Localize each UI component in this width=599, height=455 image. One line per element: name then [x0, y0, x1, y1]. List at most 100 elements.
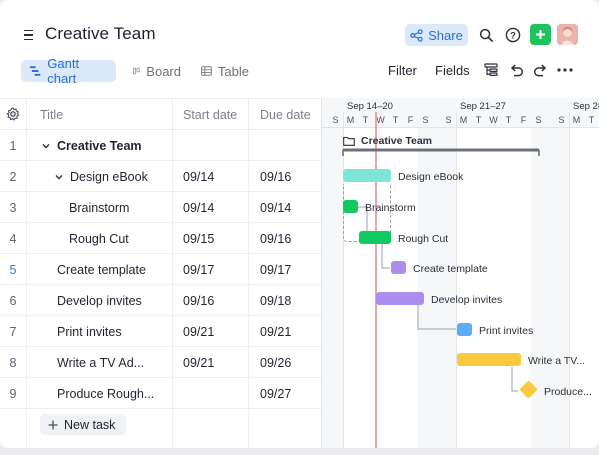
hierarchy-button[interactable]	[482, 61, 500, 79]
help-icon: ?	[505, 27, 521, 43]
table-row[interactable]: 6 Develop invites 09/16 09/18	[0, 285, 321, 316]
gantt-bar-design-ebook[interactable]	[343, 169, 391, 182]
new-task-button[interactable]: New task	[40, 414, 126, 435]
row-number: 6	[9, 294, 17, 308]
due-date-cell[interactable]: 09/18	[260, 294, 292, 308]
task-title[interactable]: Print invites	[57, 325, 122, 339]
table-row[interactable]: 4 Rough Cut 09/15 09/16	[0, 223, 321, 254]
table-row[interactable]: 8 Write a TV Ad... 09/21 09/26	[0, 347, 321, 378]
new-task-label: New task	[64, 417, 116, 432]
filter-button[interactable]: Filter	[388, 63, 417, 78]
day-label: W	[489, 115, 498, 125]
settings-button[interactable]	[6, 107, 21, 122]
gantt-bar-print-invites[interactable]	[457, 323, 472, 336]
table-row[interactable]: 2 Design eBook 09/14 09/16	[0, 161, 321, 192]
start-date-cell[interactable]: 09/14	[183, 201, 215, 215]
gantt-bar-rough-cut[interactable]	[359, 231, 391, 244]
due-date-cell[interactable]: 09/17	[260, 263, 292, 277]
task-title[interactable]: Rough Cut	[69, 232, 129, 246]
table-icon	[201, 66, 212, 76]
tab-gantt-chart[interactable]: Gantt chart	[21, 56, 116, 86]
redo-button[interactable]	[531, 61, 549, 79]
start-date-cell[interactable]: 09/16	[183, 294, 215, 308]
table-row[interactable]: 5 Create template 09/17 09/17	[0, 254, 321, 285]
add-button[interactable]	[530, 24, 551, 45]
column-header-due-date[interactable]: Due date	[260, 108, 311, 122]
task-grid: Title Start date Due date 1 Creative Tea…	[0, 98, 321, 448]
gantt-bar-create-template[interactable]	[391, 261, 406, 274]
start-date-cell[interactable]: 09/21	[183, 356, 215, 370]
row-number: 5	[9, 263, 17, 277]
column-header-start-date[interactable]: Start date	[183, 108, 238, 122]
fields-button[interactable]: Fields	[435, 63, 470, 78]
due-date-cell[interactable]: 09/26	[260, 356, 292, 370]
day-label: M	[346, 115, 355, 125]
redo-icon	[533, 63, 546, 76]
chevron-down-icon[interactable]	[55, 173, 63, 181]
day-label: M	[459, 115, 468, 125]
bar-label: Create template	[413, 263, 488, 275]
chevron-down-icon[interactable]	[42, 142, 50, 150]
group-bracket[interactable]	[342, 148, 540, 157]
gantt-bar-brainstorm[interactable]	[343, 200, 358, 213]
due-date-cell[interactable]: 09/14	[260, 201, 292, 215]
task-title[interactable]: Produce Rough...	[57, 387, 155, 401]
table-row[interactable]: 9 Produce Rough... 09/27	[0, 378, 321, 409]
due-date-cell[interactable]: 09/21	[260, 325, 292, 339]
gantt-bar-develop-invites[interactable]	[376, 292, 424, 305]
day-label: F	[407, 115, 414, 125]
menu-icon[interactable]	[18, 25, 38, 45]
day-label: S	[445, 115, 452, 125]
share-button[interactable]: Share	[405, 24, 468, 46]
row-number: 2	[9, 170, 17, 184]
hierarchy-icon	[483, 63, 498, 77]
plus-icon	[48, 420, 58, 429]
header: Creative Team Share ?	[0, 0, 599, 98]
gantt-bar-write-tv-ad[interactable]	[457, 353, 521, 366]
table-row[interactable]: 1 Creative Team	[0, 130, 321, 161]
row-number: 3	[9, 201, 17, 215]
day-label: T	[505, 115, 512, 125]
start-date-cell[interactable]: 09/17	[183, 263, 215, 277]
tab-gantt-chart-label: Gantt chart	[47, 56, 80, 86]
week-label: Sep 21–27	[460, 101, 506, 112]
row-number: 4	[9, 232, 17, 246]
page-title: Creative Team	[45, 24, 156, 43]
group-bar-label: Creative Team	[361, 135, 433, 147]
avatar[interactable]	[557, 24, 578, 45]
tab-board[interactable]: Board	[125, 60, 189, 82]
day-label: S	[535, 115, 542, 125]
due-date-cell[interactable]: 09/27	[260, 387, 292, 401]
help-button[interactable]: ?	[502, 24, 524, 46]
start-date-cell[interactable]: 09/21	[183, 325, 215, 339]
search-button[interactable]	[475, 24, 497, 46]
share-icon	[410, 28, 423, 42]
undo-button[interactable]	[507, 61, 525, 79]
row-number: 1	[9, 139, 17, 153]
day-label: M	[572, 115, 581, 125]
start-date-cell[interactable]: 09/15	[183, 232, 215, 246]
share-label: Share	[428, 27, 463, 43]
tab-table[interactable]: Table	[193, 60, 257, 82]
tab-table-label: Table	[217, 63, 249, 79]
task-title[interactable]: Create template	[57, 263, 146, 277]
due-date-cell[interactable]: 09/16	[260, 170, 292, 184]
task-title[interactable]: Develop invites	[57, 294, 142, 308]
task-title[interactable]: Creative Team	[57, 139, 142, 153]
start-date-cell[interactable]: 09/14	[183, 170, 215, 184]
task-title[interactable]: Write a TV Ad...	[57, 356, 145, 370]
task-title[interactable]: Design eBook	[70, 170, 148, 184]
column-header-title[interactable]: Title	[40, 108, 64, 122]
table-row[interactable]: 7 Print invites 09/21 09/21	[0, 316, 321, 347]
table-row[interactable]: 3 Brainstorm 09/14 09/14	[0, 192, 321, 223]
row-number: 8	[9, 356, 17, 370]
bar-label: Write a TV...	[528, 355, 585, 367]
board-icon	[133, 67, 140, 75]
bar-label: Develop invites	[431, 294, 503, 306]
grid-header: Title Start date Due date	[0, 99, 321, 130]
due-date-cell[interactable]: 09/16	[260, 232, 292, 246]
task-title[interactable]: Brainstorm	[69, 201, 130, 215]
bar-label: Rough Cut	[398, 233, 449, 245]
more-options-button[interactable]	[556, 61, 574, 79]
